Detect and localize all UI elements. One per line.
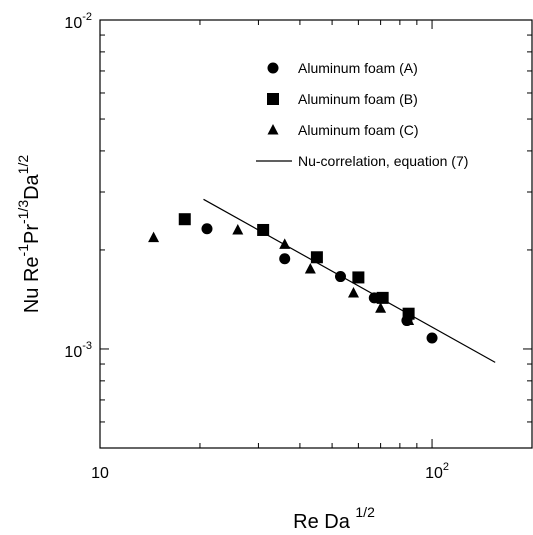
series-triangle xyxy=(148,223,415,326)
legend-marker-circle xyxy=(267,62,279,74)
legend-marker-square xyxy=(267,93,279,105)
data-point-triangle xyxy=(232,223,244,235)
correlation-line xyxy=(203,198,496,363)
data-point-triangle xyxy=(347,286,359,298)
legend-marker-triangle xyxy=(267,124,279,135)
x-axis-label: Re Da 1/2 xyxy=(293,504,375,533)
data-point-square xyxy=(178,213,191,226)
data-point-circle xyxy=(426,332,438,344)
legend-entry: Aluminum foam (B) xyxy=(267,91,418,107)
data-point-square xyxy=(257,223,270,236)
y-tick-label: 10-2 xyxy=(64,11,92,32)
data-point-triangle xyxy=(403,314,415,326)
data-point-triangle xyxy=(148,231,160,243)
series-square xyxy=(178,213,415,320)
x-tick-label: 102 xyxy=(425,461,449,482)
legend-label: Aluminum foam (A) xyxy=(298,60,418,76)
legend-label: Nu-correlation, equation (7) xyxy=(298,153,468,169)
series-circle xyxy=(201,223,438,344)
axis-labels: Re Da 1/2 Nu Re-1Pr-1/3Da1/2 xyxy=(15,155,375,533)
tick-labels: 10 102 10-3 10-2 xyxy=(64,11,449,482)
data-point-square xyxy=(310,251,323,264)
series-line xyxy=(203,198,496,363)
x-tick-label: 10 xyxy=(91,465,109,482)
data-point-triangle xyxy=(375,302,387,313)
legend-entry: Aluminum foam (C) xyxy=(267,122,419,138)
data-point-circle xyxy=(279,253,291,265)
legend-entry: Aluminum foam (A) xyxy=(267,60,418,76)
y-tick-label: 10-3 xyxy=(64,340,92,361)
plot-frame xyxy=(99,19,533,449)
axis-ticks xyxy=(99,19,533,449)
legend-label: Aluminum foam (B) xyxy=(298,91,418,107)
data-series xyxy=(148,198,496,363)
legend-label: Aluminum foam (C) xyxy=(298,122,419,138)
data-point-circle xyxy=(201,223,213,235)
legend-entry: Nu-correlation, equation (7) xyxy=(256,153,468,169)
legend: Aluminum foam (A) Aluminum foam (B) Alumin… xyxy=(256,60,468,169)
data-point-triangle xyxy=(304,263,316,274)
y-axis-label: Nu Re-1Pr-1/3Da1/2 xyxy=(15,155,43,314)
data-point-square xyxy=(352,271,365,284)
